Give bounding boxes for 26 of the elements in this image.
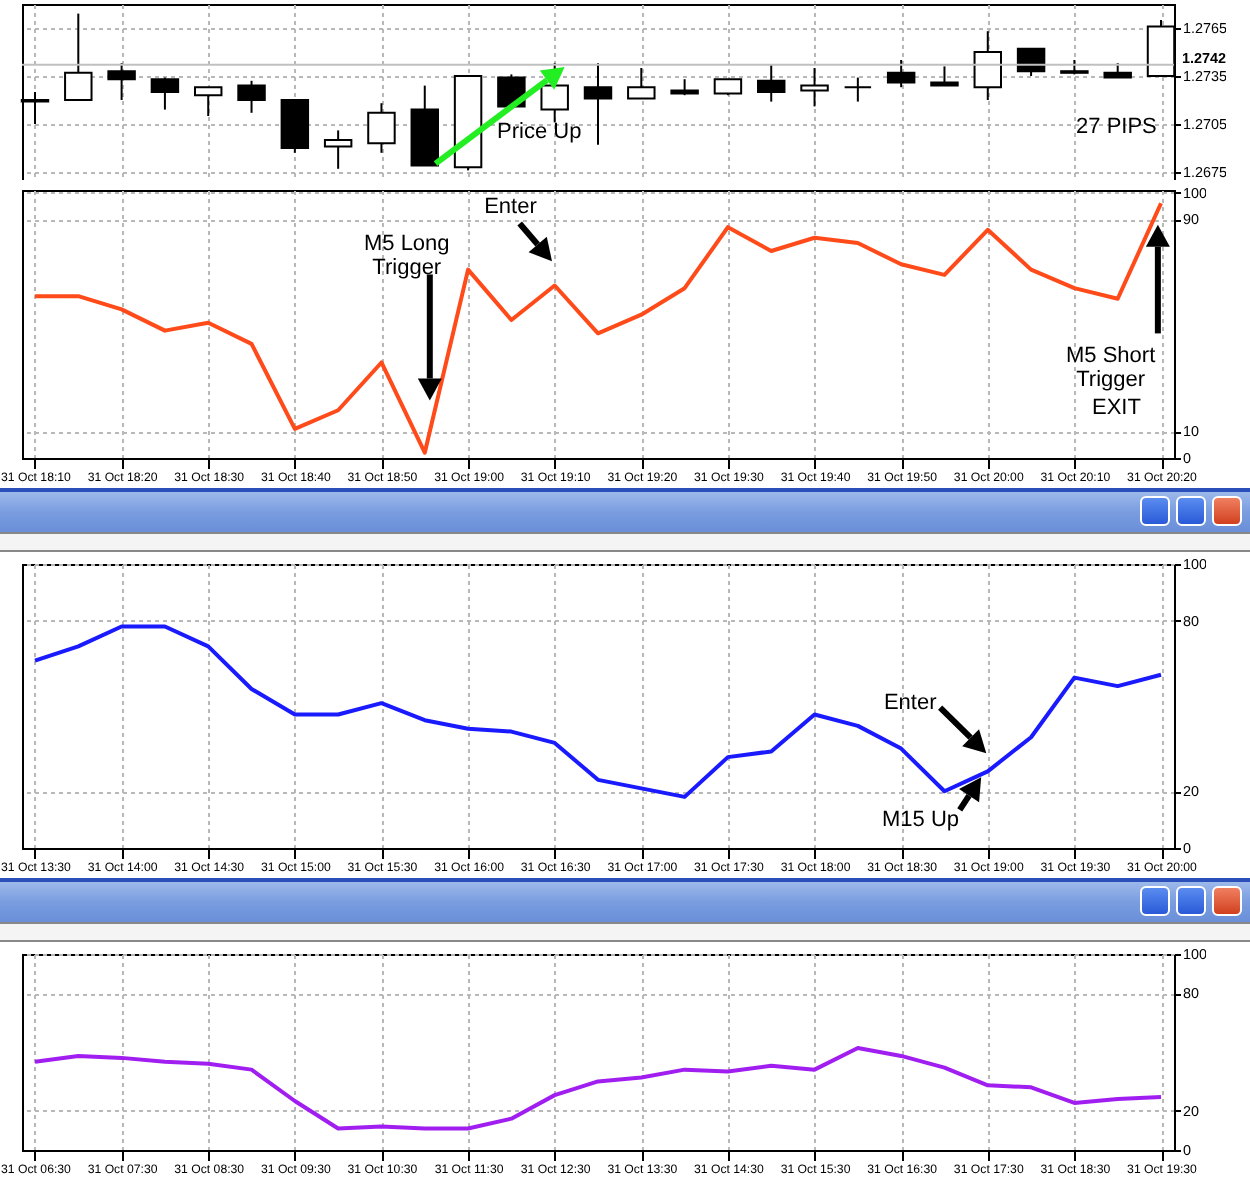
- annotation: Enter: [883, 691, 938, 716]
- candlestick: [583, 62, 613, 146]
- line-series: [32, 624, 1164, 799]
- annotation: Price Up: [497, 120, 582, 145]
- annotation: M5 Long Trigger: [363, 231, 450, 280]
- candlestick: [886, 59, 916, 89]
- candlestick: [843, 76, 873, 103]
- annotation: M15 Up: [882, 807, 960, 832]
- annotation: M5 Short Trigger: [1066, 344, 1156, 393]
- candlestick: [64, 12, 93, 101]
- candlestick: [237, 79, 266, 114]
- candlestick: [627, 67, 656, 100]
- annotation: 27 PIPS: [1076, 115, 1157, 140]
- line-series: [32, 201, 1164, 455]
- candlestick: [280, 99, 310, 154]
- candlestick: [107, 62, 136, 101]
- candlestick: [194, 86, 223, 117]
- candlestick: [800, 67, 829, 108]
- candlestick: [323, 129, 353, 170]
- candlestick: [367, 102, 396, 154]
- annotation: EXIT: [1091, 396, 1142, 421]
- candlestick: [150, 76, 180, 111]
- line-series: [32, 1046, 1164, 1131]
- candlestick: [930, 65, 959, 87]
- candlestick: [757, 63, 786, 103]
- annotation: Enter: [484, 195, 538, 220]
